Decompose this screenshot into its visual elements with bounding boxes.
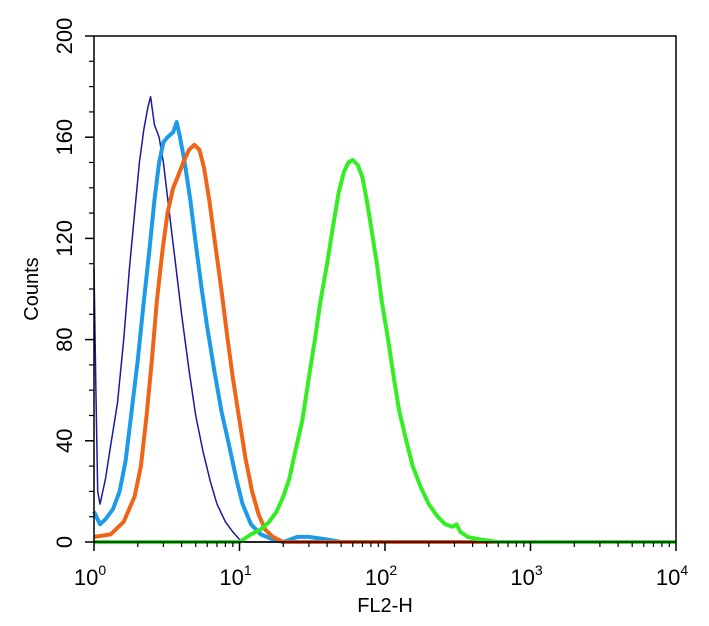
series-group [92,95,676,544]
y-axis-label: Counts [21,257,43,320]
x-tick-label: 103 [510,562,542,590]
series-line-1 [93,95,676,543]
y-tick-label: 120 [52,220,77,257]
x-tick-label: 104 [656,562,688,590]
plot-frame [93,35,677,543]
y-tick-label: 40 [52,429,77,453]
y-tick-label: 200 [52,18,77,55]
y-tick-label: 0 [52,536,77,548]
y-tick-label: 80 [52,327,77,351]
y-tick-label: 160 [52,119,77,156]
series-line-4 [94,158,676,544]
x-tick-label: 102 [365,562,397,590]
tick-labels: 0 40 80 120 160 200 100 101 102 103 104 [52,18,688,590]
series-line-3 [93,142,676,544]
x-tick-label: 101 [219,562,251,590]
x-tick-label: 100 [74,562,106,590]
axis-ticks [85,35,677,551]
x-axis-label: FL2-H [357,595,413,617]
